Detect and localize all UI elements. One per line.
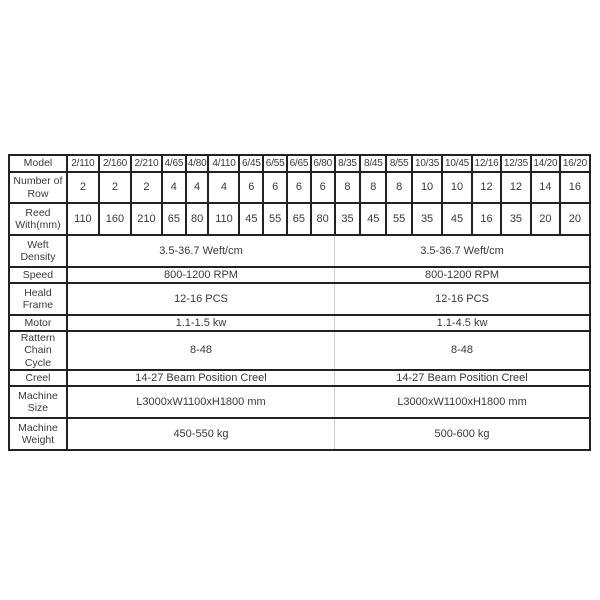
merged-value-cell-left: 1.1-1.5 kw <box>65 314 336 332</box>
row-label-reed-with-mm: Reed With(mm) <box>8 202 68 236</box>
value-cell: 6 <box>309 171 336 204</box>
value-cell: 4 <box>184 171 210 204</box>
machine-spec-table: Model 2/110 2/160 2/210 4/65 4/80 4/110 6/45 6/5… <box>8 154 592 452</box>
row-label-heald-frame: Heald Frame <box>8 282 68 316</box>
row-label-machine-size: Machine Size <box>8 385 68 420</box>
table-row-model: Model 2/110 2/160 2/210 4/65 4/80 4/110 6/45 6/5… <box>8 154 592 173</box>
merged-value-cell-right: 500-600 kg <box>334 417 592 452</box>
value-cell: 2 <box>65 171 100 204</box>
model-cell-2-210: 2/210 <box>129 154 163 173</box>
model-cell-2-160: 2/160 <box>97 154 132 173</box>
merged-value-cell-right: 3.5-36.7 Weft/cm <box>334 234 592 268</box>
model-cell-6-45: 6/45 <box>238 154 265 173</box>
merged-value-cell-right: 12-16 PCS <box>334 282 592 316</box>
table-row-machine-size: Machine Size L3000xW1100xH1800 mm L3000xW1… <box>8 385 592 420</box>
model-cell-6-55: 6/55 <box>262 154 289 173</box>
value-cell: 8 <box>385 171 414 204</box>
model-cell-10-45: 10/45 <box>441 154 474 173</box>
merged-value-cell-left: 12-16 PCS <box>65 282 336 316</box>
value-cell: 12 <box>471 171 502 204</box>
merged-value-cell-right: 14-27 Beam Position Creel <box>334 369 592 388</box>
value-cell: 4 <box>160 171 187 204</box>
value-cell: 65 <box>286 202 312 236</box>
table-row-motor: Motor 1.1-1.5 kw 1.1-4.5 kw <box>8 314 592 332</box>
value-cell: 80 <box>184 202 210 236</box>
value-cell: 160 <box>97 202 132 236</box>
value-cell: 35 <box>499 202 532 236</box>
value-cell: 10 <box>411 171 444 204</box>
value-cell: 6 <box>286 171 312 204</box>
row-label-motor: Motor <box>8 314 68 332</box>
value-cell: 16 <box>558 171 592 204</box>
value-cell: 16 <box>471 202 502 236</box>
value-cell: 12 <box>499 171 532 204</box>
model-cell-6-80: 6/80 <box>309 154 336 173</box>
merged-value-cell-left: L3000xW1100xH1800 mm <box>65 385 336 420</box>
value-cell: 80 <box>309 202 336 236</box>
value-cell: 110 <box>207 202 241 236</box>
model-cell-16-20: 16/20 <box>558 154 592 173</box>
row-label-speed: Speed <box>8 266 68 284</box>
table-row-creel: Creel 14-27 Beam Position Creel 14-27 Beam… <box>8 369 592 388</box>
row-label-weft-density: Weft Density <box>8 234 68 268</box>
value-cell: 110 <box>65 202 100 236</box>
row-label-creel: Creel <box>8 369 68 388</box>
model-cell-2-110: 2/110 <box>65 154 100 173</box>
value-cell: 6 <box>238 171 265 204</box>
value-cell: 6 <box>262 171 289 204</box>
value-cell: 45 <box>441 202 474 236</box>
value-cell: 8 <box>359 171 388 204</box>
merged-value-cell-right: 1.1-4.5 kw <box>334 314 592 332</box>
merged-value-cell-right: 8-48 <box>334 329 592 372</box>
value-cell: 14 <box>529 171 561 204</box>
value-cell: 10 <box>441 171 474 204</box>
table-row-number-of-row: Number of Row 2 2 2 4 4 4 6 6 6 6 8 8 8 10 10 12 12 14 16 <box>8 171 592 204</box>
value-cell: 20 <box>529 202 561 236</box>
value-cell: 8 <box>333 171 362 204</box>
row-label-model: Model <box>8 154 68 173</box>
model-cell-10-35: 10/35 <box>411 154 444 173</box>
merged-value-cell-right: 800-1200 RPM <box>334 266 592 284</box>
value-cell: 45 <box>359 202 388 236</box>
value-cell: 45 <box>238 202 265 236</box>
value-cell: 2 <box>97 171 132 204</box>
table-row-heald-frame: Heald Frame 12-16 PCS 12-16 PCS <box>8 282 592 316</box>
value-cell: 35 <box>333 202 362 236</box>
value-cell: 20 <box>558 202 592 236</box>
model-cell-4-65: 4/65 <box>160 154 187 173</box>
table-row-rattern-chain-cycle: Rattern Chain Cycle 8-48 8-48 <box>8 329 592 372</box>
value-cell: 35 <box>411 202 444 236</box>
value-cell: 210 <box>129 202 163 236</box>
value-cell: 4 <box>207 171 241 204</box>
table-row-weft-density: Weft Density 3.5-36.7 Weft/cm 3.5-36.7 Wef… <box>8 234 592 268</box>
value-cell: 55 <box>262 202 289 236</box>
merged-value-cell-left: 450-550 kg <box>65 417 336 452</box>
value-cell: 55 <box>385 202 414 236</box>
model-cell-4-80: 4/80 <box>184 154 210 173</box>
model-cell-8-35: 8/35 <box>333 154 362 173</box>
table-row-speed: Speed 800-1200 RPM 800-1200 RPM <box>8 266 592 284</box>
value-cell: 2 <box>129 171 163 204</box>
merged-value-cell-left: 14-27 Beam Position Creel <box>65 369 336 388</box>
row-label-number-of-row: Number of Row <box>8 171 68 204</box>
merged-value-cell-right: L3000xW1100xH1800 mm <box>334 385 592 420</box>
model-cell-14-20: 14/20 <box>529 154 561 173</box>
model-cell-8-45: 8/45 <box>359 154 388 173</box>
table-row-machine-weight: Machine Weight 450-550 kg 500-600 kg <box>8 417 592 452</box>
model-cell-8-55: 8/55 <box>385 154 414 173</box>
model-cell-12-16: 12/16 <box>471 154 502 173</box>
row-label-machine-weight: Machine Weight <box>8 417 68 452</box>
merged-value-cell-left: 8-48 <box>65 329 336 372</box>
model-cell-6-65: 6/65 <box>286 154 312 173</box>
table-row-reed-with-mm: Reed With(mm) 110 160 210 65 80 110 45 55 65 80 35 4… <box>8 202 592 236</box>
value-cell: 65 <box>160 202 187 236</box>
merged-value-cell-left: 800-1200 RPM <box>65 266 336 284</box>
model-cell-4-110: 4/110 <box>207 154 241 173</box>
merged-value-cell-left: 3.5-36.7 Weft/cm <box>65 234 336 268</box>
model-cell-12-35: 12/35 <box>499 154 532 173</box>
row-label-rattern-chain-cycle: Rattern Chain Cycle <box>8 329 68 372</box>
